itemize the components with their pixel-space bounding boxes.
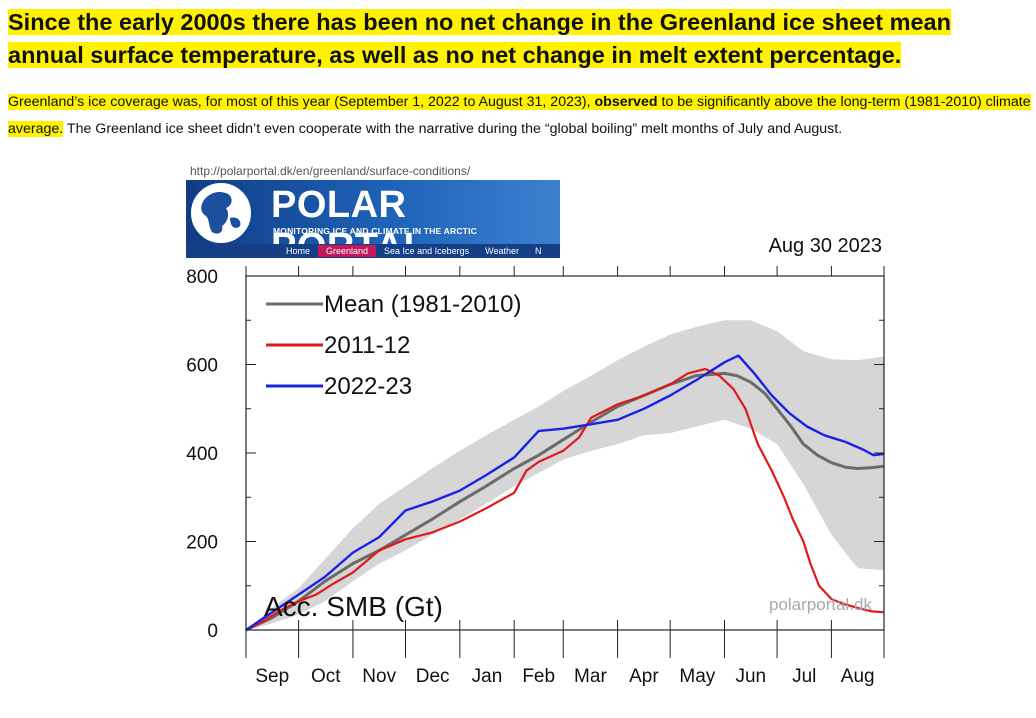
x-tick-label: May (679, 666, 715, 687)
x-tick-label: Mar (574, 666, 607, 687)
y-tick-label: 400 (186, 444, 218, 465)
plot-ylabel: Acc. SMB (Gt) (264, 591, 443, 622)
polar-portal-banner: POLAR PORTAL MONITORING ICE AND CLIMATE … (186, 180, 560, 258)
legend-label: 2011-12 (324, 332, 410, 359)
portal-nav-item[interactable]: Greenland (318, 245, 377, 257)
observed-link[interactable]: observed (594, 94, 658, 110)
x-tick-label: Jan (472, 666, 503, 687)
legend-label: Mean (1981-2010) (324, 291, 521, 318)
x-tick-label: Jun (735, 666, 766, 687)
headline: Since the early 2000s there has been no … (8, 6, 1028, 72)
series-line-2022-23 (245, 354, 885, 631)
x-tick-label: Apr (629, 666, 659, 687)
smb-chart: 0 200 400 600 800 Sep Oct Nov Dec Jan Feb Mar Apr May… (186, 235, 885, 687)
x-tick-label: Nov (362, 666, 396, 687)
portal-nav: Home Greenland Sea Ice and Icebergs Weather… (186, 244, 560, 258)
portal-tagline: MONITORING ICE AND CLIMATE IN THE ARCTIC (273, 226, 477, 236)
x-tick-label: Aug (841, 666, 875, 687)
portal-nav-item[interactable]: N (534, 246, 542, 256)
x-tick-label: Sep (255, 666, 289, 687)
x-tick-label: Jul (792, 666, 816, 687)
series-line-2011-12 (245, 367, 885, 631)
date-label: Aug 30 2023 (769, 235, 882, 257)
y-tick-label: 600 (186, 356, 218, 377)
y-tick-label: 800 (186, 267, 218, 288)
figure-url: http://polarportal.dk/en/greenland/surfa… (190, 164, 471, 178)
portal-nav-item[interactable]: Home (286, 246, 311, 256)
watermark: polarportal.dk (769, 595, 873, 614)
paragraph-plain: The Greenland ice sheet didn’t even coop… (63, 121, 843, 137)
x-tick-label: Feb (522, 666, 555, 687)
portal-nav-item[interactable]: Weather (485, 246, 519, 256)
x-tick-label: Oct (311, 666, 341, 687)
body-paragraph: Greenland’s ice coverage was, for most o… (8, 89, 1032, 143)
x-tick-label: Dec (416, 666, 450, 687)
legend-label: 2022-23 (324, 373, 412, 400)
y-tick-label: 200 (186, 533, 218, 554)
globe-logo-icon (191, 183, 251, 243)
smb-chart-figure: 0 200 400 600 800 Sep Oct Nov Dec Jan Feb Mar Apr May… (176, 160, 906, 718)
variability-band (246, 320, 884, 630)
y-tick-label: 0 (207, 621, 218, 642)
paragraph-highlight-1: Greenland’s ice coverage was, for most o… (8, 94, 595, 110)
headline-text: Since the early 2000s there has been no … (8, 9, 951, 68)
portal-nav-item[interactable]: Sea Ice and Icebergs (384, 246, 470, 256)
